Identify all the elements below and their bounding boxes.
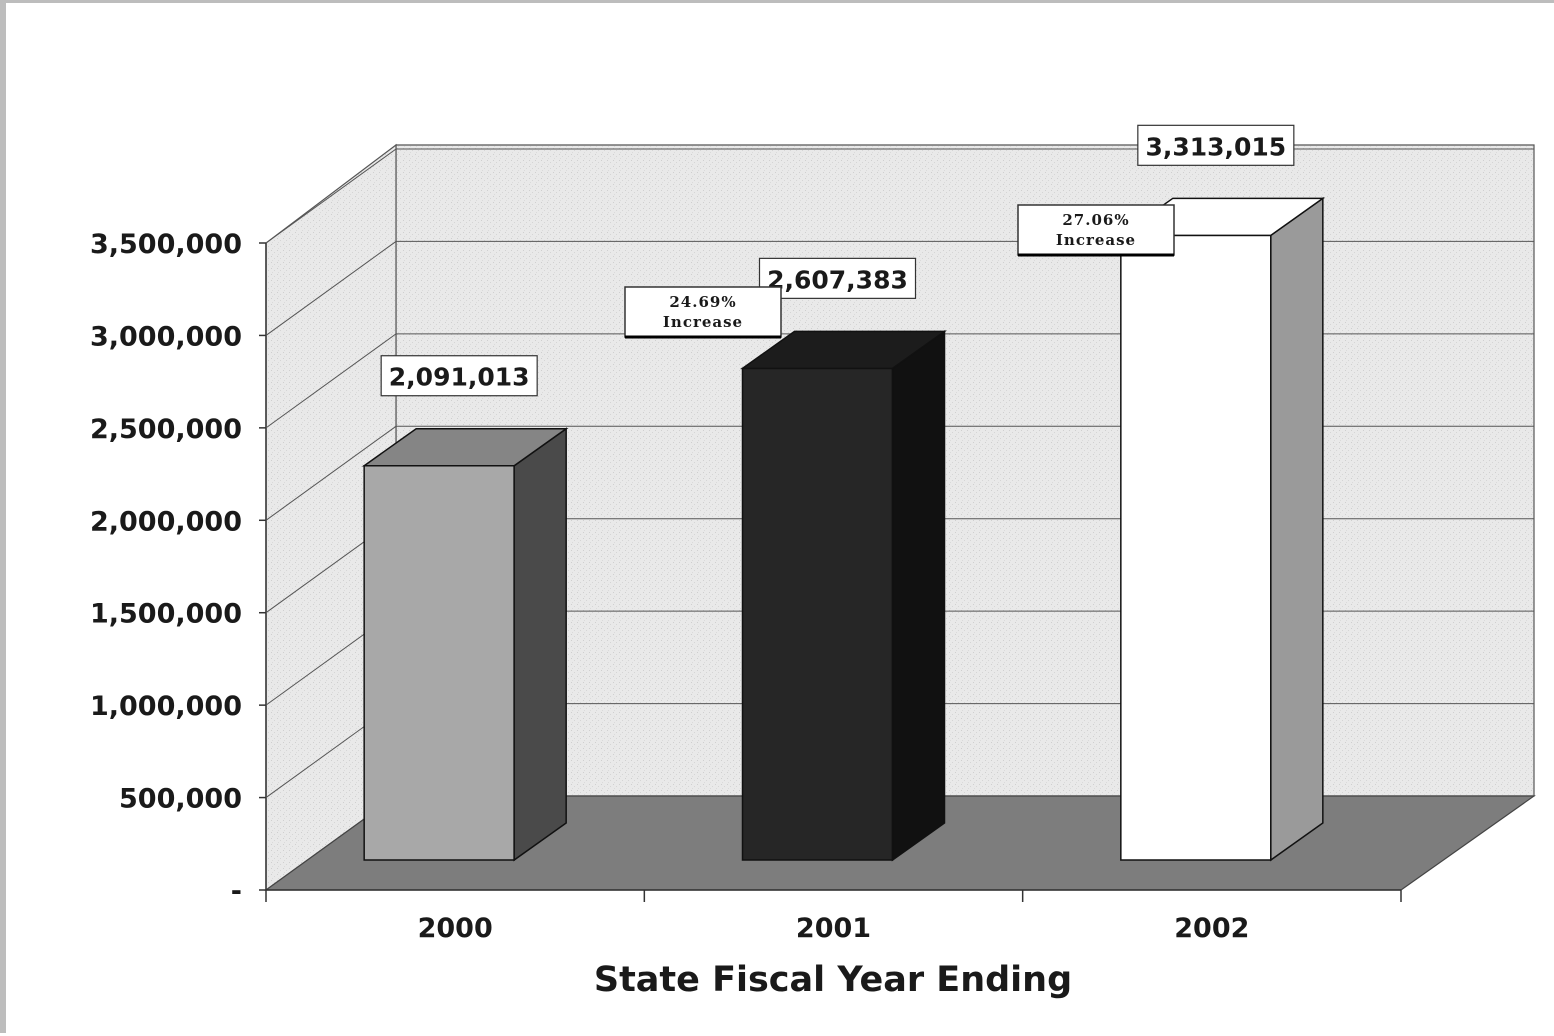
annotation-line: Increase <box>1056 231 1136 249</box>
bar-front-face <box>363 464 515 861</box>
x-tick-label: 2002 <box>1174 913 1249 944</box>
gridline-side <box>265 148 397 244</box>
y-tick-label: 500,000 <box>119 784 242 815</box>
gridline-side <box>265 241 397 336</box>
bar-side-face <box>513 427 567 862</box>
annotation-line: 24.69% <box>669 293 736 311</box>
x-tick-label: 2000 <box>418 913 493 944</box>
y-tick-label: 3,000,000 <box>90 321 242 352</box>
x-axis-label: State Fiscal Year Ending <box>594 960 1072 1000</box>
data-label-text: 2,091,013 <box>389 363 530 392</box>
bar-side-face <box>891 329 946 862</box>
bar-2000 <box>361 427 569 862</box>
increase-annotation: 27.06% Increase <box>1017 204 1175 257</box>
bar-top-face <box>740 330 947 370</box>
y-tick-label: 2,500,000 <box>90 414 242 445</box>
y-tick-label: - <box>231 876 242 907</box>
y-tick-label: 2,000,000 <box>90 506 242 537</box>
bar-front-face <box>741 367 894 861</box>
y-tick-label: 3,500,000 <box>90 229 242 260</box>
annotation-line: Increase <box>663 313 743 331</box>
bar-top-face <box>361 427 569 467</box>
bar-side-face <box>1270 196 1324 862</box>
increase-annotation: 24.69% Increase <box>624 286 782 339</box>
gridline-side <box>265 333 397 429</box>
bar-chart: - 500,000 1,000,000 1,500,000 2,000,000 2,500… <box>90 124 1536 1000</box>
data-label-2000: 2,091,013 <box>380 355 538 397</box>
data-label-2002: 3,313,015 <box>1137 124 1295 166</box>
y-tick-label: 1,000,000 <box>90 691 242 722</box>
bar-2002 <box>1118 196 1326 862</box>
data-label-text: 3,313,015 <box>1145 132 1286 161</box>
data-label-2001: 2,607,383 <box>758 257 917 299</box>
bar-2001 <box>740 329 947 862</box>
data-label-text: 2,607,383 <box>767 265 908 294</box>
gridline-side <box>265 425 397 521</box>
y-tick-label: 1,500,000 <box>90 599 242 630</box>
annotation-line: 27.06% <box>1062 211 1129 229</box>
bar-front-face <box>1120 234 1272 861</box>
x-tick-label: 2001 <box>796 913 871 944</box>
